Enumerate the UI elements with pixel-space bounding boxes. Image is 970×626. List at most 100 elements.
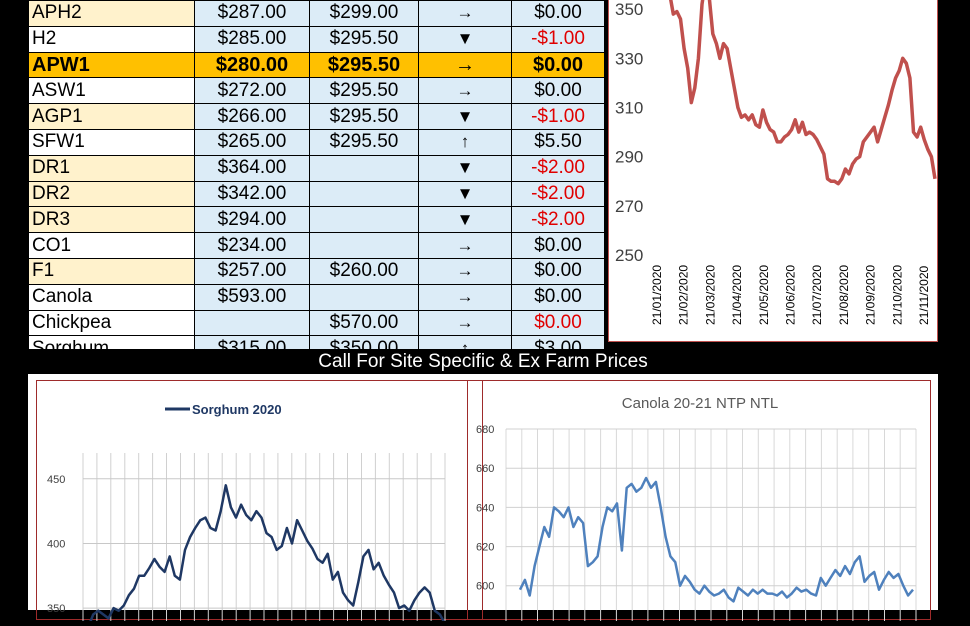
trend-indicator: ▼ [419, 181, 512, 207]
offer-price [310, 233, 419, 259]
x-tick-label: 21/09/2020 [864, 265, 878, 325]
x-tick-label: 21/10/2020 [890, 265, 904, 325]
table-row: H2$285.00$295.50▼-$1.00 [29, 26, 605, 52]
x-tick-label: 21/05/2020 [757, 265, 771, 325]
table-row: F1$257.00$260.00→$0.00 [29, 258, 605, 284]
grade-name: APH2 [29, 1, 195, 27]
bid-price: $265.00 [195, 129, 310, 155]
bid-price: $294.00 [195, 207, 310, 233]
y-tick-label: 310 [615, 99, 643, 118]
trend-indicator: → [419, 258, 512, 284]
grade-name: F1 [29, 258, 195, 284]
bid-price: $287.00 [195, 1, 310, 27]
grade-name: CO1 [29, 233, 195, 259]
table-row: ASW1$272.00$295.50→$0.00 [29, 78, 605, 104]
price-change: $0.00 [512, 78, 605, 104]
price-change: $0.00 [512, 52, 605, 78]
y-tick-label: 350 [47, 603, 65, 615]
offer-price: $260.00 [310, 258, 419, 284]
price-change: -$1.00 [512, 26, 605, 52]
y-tick-label: 620 [476, 542, 494, 554]
trend-indicator: ▼ [419, 207, 512, 233]
bid-price [195, 310, 310, 336]
price-change: $0.00 [512, 258, 605, 284]
trend-indicator: ↑ [419, 129, 512, 155]
trend-indicator: → [419, 1, 512, 27]
trend-indicator: ▼ [419, 26, 512, 52]
table-row: APH2$287.00$299.00→$0.00 [29, 1, 605, 27]
y-tick-label: 680 [476, 424, 494, 436]
price-change: $0.00 [512, 284, 605, 310]
bid-price: $272.00 [195, 78, 310, 104]
trend-indicator: → [419, 233, 512, 259]
y-tick-label: 400 [47, 539, 65, 551]
wheat-price-chart: 25027029031033035037021/01/202021/02/202… [609, 0, 939, 342]
y-tick-label: 250 [615, 246, 643, 265]
bid-price: $266.00 [195, 104, 310, 130]
grade-name: DR3 [29, 207, 195, 233]
price-change: $0.00 [512, 1, 605, 27]
grade-name: AGP1 [29, 104, 195, 130]
y-tick-label: 660 [476, 463, 494, 475]
table-row: APW1$280.00$295.50→$0.00 [29, 52, 605, 78]
price-change: -$2.00 [512, 207, 605, 233]
trend-indicator: ▼ [419, 155, 512, 181]
trend-indicator: ▼ [419, 104, 512, 130]
bid-price: $593.00 [195, 284, 310, 310]
grade-name: DR1 [29, 155, 195, 181]
table-row: DR2$342.00▼-$2.00 [29, 181, 605, 207]
y-tick-label: 290 [615, 148, 643, 167]
wheat-price-chart-panel: 25027029031033035037021/01/202021/02/202… [608, 0, 938, 342]
offer-price [310, 284, 419, 310]
trend-indicator: → [419, 284, 512, 310]
price-change: -$2.00 [512, 155, 605, 181]
grade-name: APW1 [29, 52, 195, 78]
bid-price: $285.00 [195, 26, 310, 52]
x-tick-label: 21/04/2020 [730, 265, 744, 325]
x-tick-label: 21/01/2020 [650, 265, 664, 325]
offer-price: $295.50 [310, 129, 419, 155]
grade-name: H2 [29, 26, 195, 52]
grade-name: Canola [29, 284, 195, 310]
bid-price: $257.00 [195, 258, 310, 284]
price-change: -$1.00 [512, 104, 605, 130]
x-tick-label: 21/11/2020 [917, 266, 931, 325]
bid-price: $280.00 [195, 52, 310, 78]
offer-price [310, 181, 419, 207]
offer-price: $295.50 [310, 26, 419, 52]
table-row: AGP1$266.00$295.50▼-$1.00 [29, 104, 605, 130]
offer-price: $299.00 [310, 1, 419, 27]
trend-indicator: → [419, 310, 512, 336]
table-row: Canola$593.00 →$0.00 [29, 284, 605, 310]
price-change: $5.50 [512, 129, 605, 155]
x-tick-label: 21/07/2020 [810, 265, 824, 325]
series-line [520, 478, 913, 601]
x-tick-label: 21/06/2020 [784, 265, 798, 325]
trend-indicator: → [419, 78, 512, 104]
grade-name: ASW1 [29, 78, 195, 104]
offer-price [310, 155, 419, 181]
offer-price: $295.50 [310, 78, 419, 104]
y-tick-label: 600 [476, 581, 494, 593]
price-change: -$2.00 [512, 181, 605, 207]
y-tick-label: 450 [47, 474, 65, 486]
bid-price: $342.00 [195, 181, 310, 207]
grade-name: SFW1 [29, 129, 195, 155]
grade-name: Chickpea [29, 310, 195, 336]
series-line [659, 0, 935, 184]
x-tick-label: 21/02/2020 [677, 265, 691, 325]
y-tick-label: 640 [476, 502, 494, 514]
bid-price: $234.00 [195, 233, 310, 259]
table-row: DR1$364.00 ▼-$2.00 [29, 155, 605, 181]
x-tick-label: 21/03/2020 [703, 265, 717, 325]
offer-price: $295.50 [310, 52, 419, 78]
table-row: SFW1$265.00$295.50↑$5.50 [29, 129, 605, 155]
price-change: $0.00 [512, 310, 605, 336]
offer-price: $295.50 [310, 104, 419, 130]
bid-price: $364.00 [195, 155, 310, 181]
y-tick-label: 270 [615, 197, 643, 216]
